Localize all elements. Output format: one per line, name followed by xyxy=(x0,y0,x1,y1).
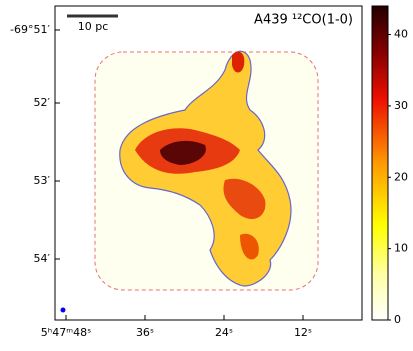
cloud-core xyxy=(160,140,206,165)
x-tick-label: 5ʰ47ᵐ48ˢ xyxy=(41,326,91,339)
x-tick-label: 12ˢ xyxy=(294,326,312,339)
emission-map xyxy=(94,50,319,291)
cloud-mid xyxy=(232,51,245,73)
colorbar-tick-label: 40 xyxy=(394,28,408,41)
colorbar xyxy=(371,5,389,321)
cloud-mid xyxy=(223,178,266,220)
colorbar-tick-label: 0 xyxy=(394,313,401,326)
colorbar-tick-label: 30 xyxy=(394,99,408,112)
y-tick-label: 52′ xyxy=(34,96,51,109)
y-tick-label: 53′ xyxy=(34,174,51,187)
colorbar-tick-label: 20 xyxy=(394,170,408,183)
x-tick-label: 36ˢ xyxy=(136,326,154,339)
scale-bar-label: 10 pc xyxy=(78,20,109,33)
chart-title: A439 ¹²CO(1-0) xyxy=(254,13,353,28)
beam xyxy=(60,307,66,313)
cloud-mid xyxy=(240,233,259,260)
colorbar-tick-label: 10 xyxy=(394,242,408,255)
y-tick-label: 54′ xyxy=(34,252,51,265)
x-tick-label: 24ˢ xyxy=(215,326,233,339)
y-tick-label: -69°51′ xyxy=(10,23,50,36)
